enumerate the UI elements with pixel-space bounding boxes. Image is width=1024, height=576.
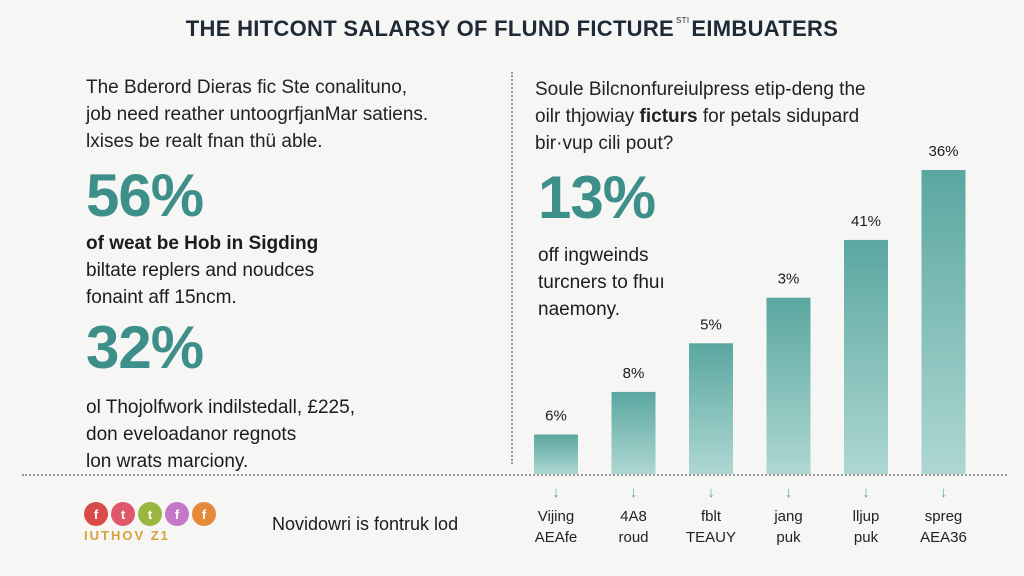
category-label-line: AEA36	[920, 529, 967, 546]
category-label-4: ↓ lljup puk	[833, 484, 899, 548]
category-label-line: Vijing	[537, 508, 575, 525]
stat-56-description: of weat be Hob in Sigding biltate repler…	[86, 233, 319, 308]
category-label-3: ↓ jang puk	[756, 484, 822, 548]
stat-13: 13%	[538, 164, 656, 231]
category-label-line: TEAUY	[685, 529, 736, 546]
left-intro: The Bderord Dieras fic Ste conalituno, j…	[86, 74, 496, 155]
category-label-line: jang	[774, 508, 803, 525]
stat-13-description: off ingweinds turcners to fhuı naemony.	[538, 245, 665, 320]
footer-text: Novidowri is fontruk lod	[272, 514, 459, 534]
bar-0	[534, 434, 578, 474]
logo-dot-icon: t	[111, 502, 135, 526]
logo-dot-icon: f	[84, 502, 108, 526]
bar-value-label-1: 8%	[623, 365, 645, 382]
logo-dot-icon: f	[165, 502, 189, 526]
bar-value-label-3: 3%	[778, 271, 800, 288]
bar-4	[844, 239, 888, 474]
category-label-1: ↓ 4A8 roud	[601, 484, 667, 548]
bar-value-label-2: 5%	[700, 316, 722, 333]
bar-value-label-0: 6%	[545, 407, 567, 424]
bar-value-label-5: 36%	[928, 143, 958, 160]
stat-32-description: ol Thojolfwork indilstedall, £225, don e…	[86, 397, 355, 472]
category-label-line: puk	[776, 529, 801, 546]
category-label-line: roud	[618, 529, 649, 546]
down-arrow-icon: ↓	[784, 484, 793, 501]
bar-2	[689, 343, 733, 474]
logo-word: IUTHOV Z1	[84, 528, 170, 543]
category-label-5: ↓ spreg AEA36	[911, 484, 977, 548]
bar-1	[611, 391, 656, 474]
logo-dot-icon: t	[138, 502, 162, 526]
bar-5	[921, 170, 966, 474]
logo-dot-icon: f	[192, 502, 216, 526]
bar-chart: 6% 8% 5% 3% 41% 36%	[534, 143, 966, 474]
down-arrow-icon: ↓	[939, 484, 948, 501]
category-label-0: ↓ Vijing AEAfe	[523, 484, 589, 548]
left-intro-line: job need reather untoogrfjanMar satiens.	[86, 104, 429, 125]
down-arrow-icon: ↓	[552, 484, 560, 501]
bar-3	[766, 297, 811, 474]
category-label-line: 4A8	[620, 508, 647, 525]
stat-32: 32%	[86, 314, 204, 381]
category-label-2: ↓ fblt TEAUY	[678, 484, 744, 548]
horizontal-divider	[22, 474, 1007, 476]
category-label-line: fblt	[700, 508, 721, 525]
down-arrow-icon: ↓	[629, 484, 638, 501]
bar-value-label-4: 41%	[851, 213, 881, 230]
left-intro-line: lxises be realt fnan thü able.	[86, 131, 323, 152]
stat-56: 56%	[86, 162, 204, 229]
category-label-line: lljup	[852, 508, 880, 525]
vertical-divider	[511, 72, 513, 464]
category-label-line: puk	[853, 529, 879, 546]
left-intro-line: The Bderord Dieras fic Ste conalituno,	[86, 77, 408, 98]
page-title: THE HITCONT SALARSY OF FLUND FICTURE STIE…	[185, 16, 839, 41]
category-label-line: spreg	[924, 508, 963, 525]
down-arrow-icon: ↓	[707, 484, 715, 501]
right-intro: Soule Bilcnonfureiulpress etip-deng the …	[535, 79, 866, 154]
down-arrow-icon: ↓	[862, 484, 870, 501]
category-label-line: AEAfe	[534, 529, 578, 546]
